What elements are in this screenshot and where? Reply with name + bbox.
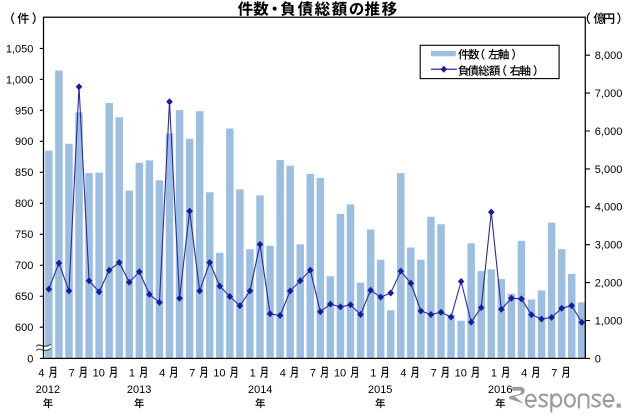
svg-text:2014: 2014 bbox=[248, 384, 272, 396]
svg-text:2016: 2016 bbox=[488, 384, 512, 396]
svg-text:2015: 2015 bbox=[368, 384, 392, 396]
svg-text:750: 750 bbox=[15, 229, 33, 241]
svg-text:1: 1 bbox=[129, 367, 135, 379]
svg-text:5,000: 5,000 bbox=[595, 164, 623, 176]
svg-text:950: 950 bbox=[15, 105, 33, 117]
svg-text:4: 4 bbox=[400, 367, 406, 379]
svg-text:1: 1 bbox=[491, 367, 497, 379]
svg-text:10: 10 bbox=[213, 367, 225, 379]
svg-text:7: 7 bbox=[69, 367, 75, 379]
svg-text:700: 700 bbox=[15, 260, 33, 272]
svg-text:10: 10 bbox=[455, 367, 467, 379]
svg-text:8,000: 8,000 bbox=[595, 50, 623, 62]
svg-text:7: 7 bbox=[551, 367, 557, 379]
svg-text:3,000: 3,000 bbox=[595, 240, 623, 252]
svg-text:4,000: 4,000 bbox=[595, 202, 623, 214]
svg-text:850: 850 bbox=[15, 167, 33, 179]
svg-text:2012: 2012 bbox=[36, 384, 60, 396]
svg-text:1: 1 bbox=[370, 367, 376, 379]
svg-text:800: 800 bbox=[15, 198, 33, 210]
svg-text:4: 4 bbox=[280, 367, 286, 379]
svg-text:7: 7 bbox=[310, 367, 316, 379]
svg-text:7: 7 bbox=[189, 367, 195, 379]
svg-text:10: 10 bbox=[93, 367, 105, 379]
svg-text:4: 4 bbox=[38, 367, 44, 379]
svg-text:1,000: 1,000 bbox=[6, 74, 34, 86]
svg-text:4: 4 bbox=[159, 367, 165, 379]
svg-text:4: 4 bbox=[521, 367, 527, 379]
svg-text:1: 1 bbox=[250, 367, 256, 379]
svg-text:0: 0 bbox=[27, 353, 33, 365]
svg-text:0: 0 bbox=[595, 353, 601, 365]
svg-text:2013: 2013 bbox=[127, 384, 151, 396]
svg-text:10: 10 bbox=[334, 367, 346, 379]
svg-text:7,000: 7,000 bbox=[595, 88, 623, 100]
svg-text:650: 650 bbox=[15, 291, 33, 303]
svg-text:1,000: 1,000 bbox=[595, 315, 623, 327]
svg-text:600: 600 bbox=[15, 322, 33, 334]
svg-text:7: 7 bbox=[431, 367, 437, 379]
svg-text:1,050: 1,050 bbox=[6, 43, 34, 55]
svg-text:6,000: 6,000 bbox=[595, 126, 623, 138]
svg-text:2,000: 2,000 bbox=[595, 278, 623, 290]
svg-text:900: 900 bbox=[15, 136, 33, 148]
